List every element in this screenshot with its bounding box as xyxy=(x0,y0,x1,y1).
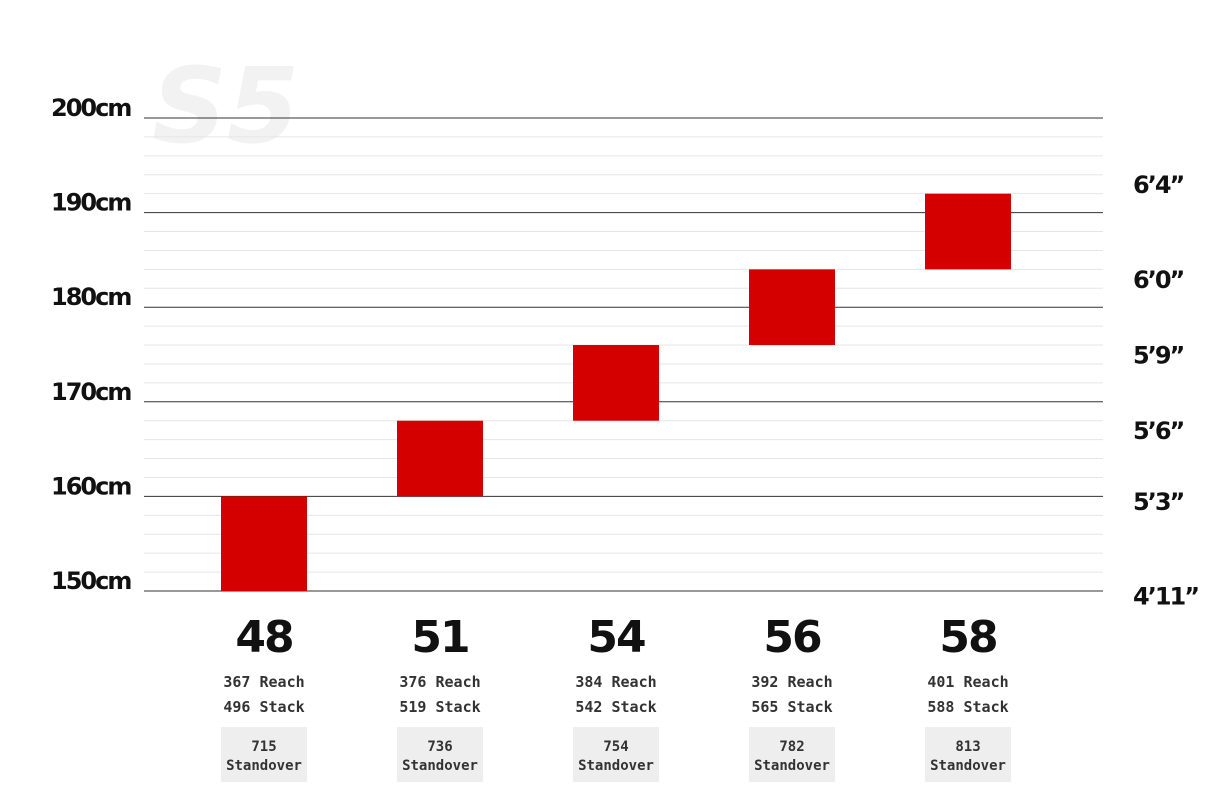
right-tick-label: 5’9” xyxy=(1133,342,1184,370)
left-tick-label: 200cm xyxy=(51,94,131,122)
reach-label: 392 Reach xyxy=(751,673,832,691)
standover-box xyxy=(573,727,659,782)
frame-size-labels: 48 51 54 56 58 xyxy=(235,612,998,663)
reach-label: 376 Reach xyxy=(399,673,480,691)
standover-value: 754 xyxy=(603,739,628,755)
size-label-48: 48 xyxy=(235,612,292,663)
standover-label: Standover xyxy=(226,758,302,774)
left-tick-label: 190cm xyxy=(51,189,131,217)
right-tick-label: 5’6” xyxy=(1133,417,1184,445)
standover-value: 715 xyxy=(251,739,276,755)
standover-value: 736 xyxy=(427,739,452,755)
stack-label: 519 Stack xyxy=(399,698,480,716)
stack-label: 565 Stack xyxy=(751,698,832,716)
right-tick-label: 6’4” xyxy=(1133,171,1184,199)
size-label-54: 54 xyxy=(587,612,645,663)
right-tick-label: 5’3” xyxy=(1133,488,1184,516)
stack-label: 588 Stack xyxy=(927,698,1008,716)
right-tick-label: 6’0” xyxy=(1133,266,1184,294)
standover-box xyxy=(749,727,835,782)
reach-label: 401 Reach xyxy=(927,673,1008,691)
watermark: S5 xyxy=(152,45,299,167)
standover-value: 813 xyxy=(955,739,980,755)
right-axis-feet-inches: 6’4” 6’0” 5’9” 5’6” 5’3” 4’11” xyxy=(1133,171,1200,611)
size-label-58: 58 xyxy=(939,612,996,663)
range-bar-51 xyxy=(397,420,483,497)
left-tick-label: 170cm xyxy=(51,378,131,406)
left-tick-label: 150cm xyxy=(51,567,131,595)
standover-box xyxy=(397,727,483,782)
right-tick-label: 4’11” xyxy=(1133,583,1198,611)
stack-label: 496 Stack xyxy=(223,698,304,716)
height-range-bars xyxy=(221,193,1011,591)
range-bar-48 xyxy=(221,496,307,591)
left-tick-label: 180cm xyxy=(51,283,131,311)
standover-label: Standover xyxy=(754,758,830,774)
reach-label: 367 Reach xyxy=(223,673,304,691)
standover-box xyxy=(925,727,1011,782)
left-axis-cm: 200cm 190cm 180cm 170cm 160cm 150cm xyxy=(51,94,133,595)
range-bar-54 xyxy=(573,345,659,421)
standover-box xyxy=(221,727,307,782)
range-bar-58 xyxy=(925,193,1011,270)
standover-value: 782 xyxy=(779,739,804,755)
stack-label: 542 Stack xyxy=(575,698,656,716)
frame-specs: 367 Reach 496 Stack 715 Standover 376 Reach 5… xyxy=(221,673,1011,782)
left-tick-label: 160cm xyxy=(51,472,131,500)
standover-label: Standover xyxy=(930,758,1006,774)
range-bar-56 xyxy=(749,269,835,346)
standover-label: Standover xyxy=(578,758,654,774)
size-label-56: 56 xyxy=(763,612,821,663)
size-label-51: 51 xyxy=(411,612,468,663)
standover-label: Standover xyxy=(402,758,478,774)
reach-label: 384 Reach xyxy=(575,673,656,691)
